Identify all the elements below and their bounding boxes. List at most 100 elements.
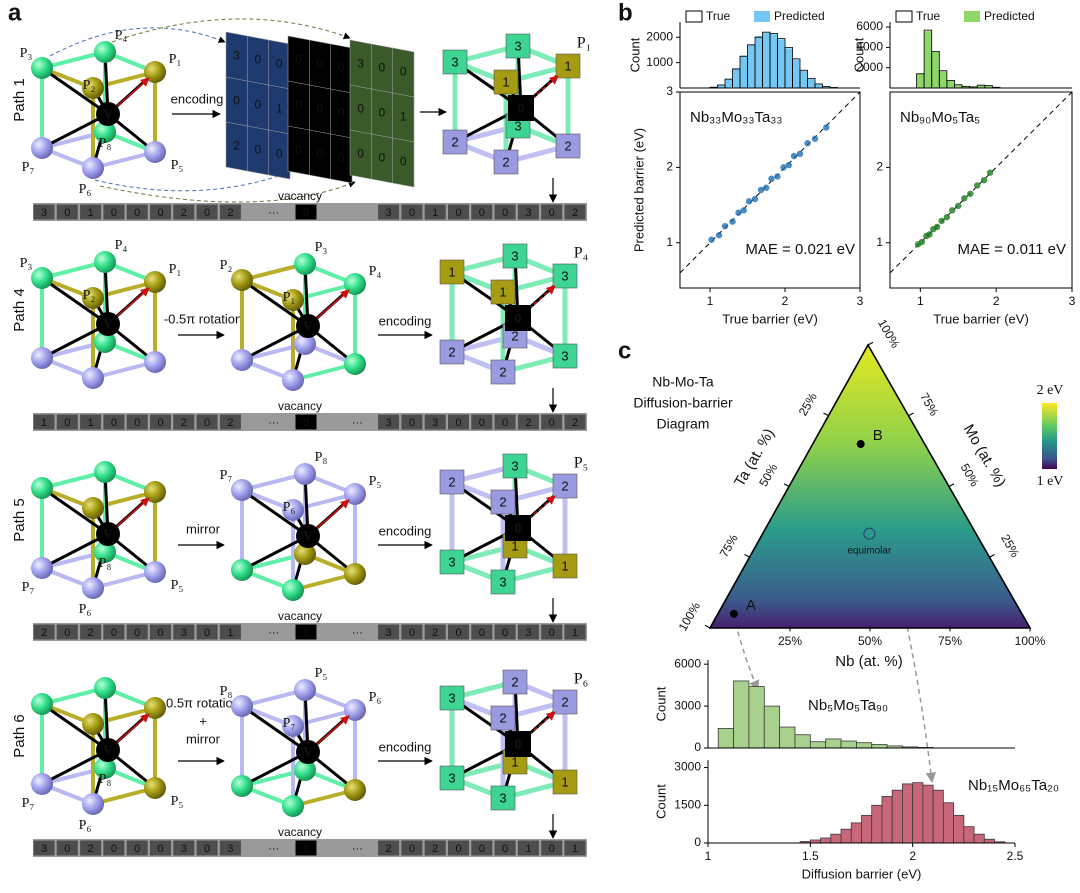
encoded-digit: 3 bbox=[514, 38, 521, 53]
scatter-point bbox=[981, 177, 987, 183]
atom bbox=[94, 677, 116, 699]
colorbar-label: 1 eV bbox=[1037, 474, 1064, 489]
atom bbox=[31, 57, 53, 79]
encoded-digit: 3 bbox=[561, 268, 568, 283]
strip-digit: 0 bbox=[409, 417, 415, 429]
strip-digit: 0 bbox=[409, 627, 415, 639]
strip-digit: 3 bbox=[41, 207, 47, 219]
atom bbox=[231, 349, 253, 371]
ternary-tick bbox=[868, 342, 873, 345]
layer-digit: 0 bbox=[400, 65, 407, 79]
atom-label: P₄ bbox=[115, 238, 128, 253]
atom-label: P₅ bbox=[171, 794, 184, 809]
ternary-tick bbox=[745, 555, 750, 558]
layer-digit: 0 bbox=[338, 106, 345, 120]
histogram-bar bbox=[800, 71, 808, 88]
operation-label: encoding bbox=[379, 523, 432, 538]
histogram-bar bbox=[964, 827, 974, 843]
encoded-digit: 1 bbox=[561, 774, 568, 789]
strip-digit: 0 bbox=[502, 843, 508, 855]
atom bbox=[282, 795, 304, 817]
atom bbox=[144, 561, 166, 583]
atom bbox=[82, 793, 104, 815]
histogram-bar bbox=[882, 796, 892, 843]
ternary-tick-label: 75% bbox=[717, 532, 741, 560]
layer-digit: 0 bbox=[233, 94, 240, 108]
layer-digit: 0 bbox=[255, 53, 262, 67]
histogram-bar bbox=[793, 60, 801, 88]
y-tick-label: 0 bbox=[694, 835, 701, 849]
layer-digit: 0 bbox=[295, 53, 302, 67]
atom bbox=[31, 693, 53, 715]
layer-digit: 0 bbox=[338, 61, 345, 75]
atom bbox=[82, 577, 104, 599]
strip-digit: 1 bbox=[572, 627, 578, 639]
layer-digit: 3 bbox=[357, 57, 364, 71]
histogram-bar bbox=[821, 838, 831, 843]
vacancy-label: V bbox=[303, 529, 313, 544]
point-label: A bbox=[746, 597, 756, 614]
encoded-digit: 3 bbox=[499, 790, 506, 805]
strip-digit: 0 bbox=[303, 417, 309, 429]
scatter-point bbox=[934, 224, 940, 230]
strip-digit: 1 bbox=[432, 207, 438, 219]
y-axis-label: Count bbox=[653, 784, 668, 819]
scatter-point bbox=[823, 124, 829, 130]
legend-swatch bbox=[964, 11, 980, 22]
strip-digit: 0 bbox=[303, 207, 309, 219]
strip-digit: 1 bbox=[88, 207, 94, 219]
scatter-point bbox=[746, 198, 752, 204]
atom-label: P₈ bbox=[220, 684, 233, 699]
y-tick-label: 1500 bbox=[674, 797, 701, 811]
atom-label: P₅ bbox=[171, 578, 184, 593]
strip-digit: 3 bbox=[525, 207, 531, 219]
atom bbox=[294, 679, 316, 701]
histogram-bar bbox=[939, 71, 947, 88]
y-tick-label: 2000 bbox=[646, 29, 673, 43]
layer-digit: 2 bbox=[233, 139, 240, 153]
atom-label: P₃ bbox=[315, 240, 328, 255]
scatter-point bbox=[768, 175, 774, 181]
layer-digit: 0 bbox=[357, 102, 364, 116]
histogram-bar bbox=[851, 823, 861, 843]
histogram-bar bbox=[764, 706, 779, 748]
atom bbox=[144, 141, 166, 163]
histogram-bar bbox=[947, 81, 955, 88]
atom bbox=[31, 267, 53, 289]
strip-digit: 2 bbox=[181, 207, 187, 219]
encoded-digit: 3 bbox=[448, 554, 455, 569]
strip-digit: 0 bbox=[409, 207, 415, 219]
legend-label: True bbox=[706, 9, 731, 23]
panel-label: b bbox=[618, 0, 633, 26]
strip-digit: ··· bbox=[268, 627, 279, 639]
histogram-bar bbox=[778, 39, 786, 88]
layer-digit: 0 bbox=[317, 57, 324, 71]
atom-label: P₂ bbox=[83, 78, 96, 93]
strip-digit: 3 bbox=[386, 417, 392, 429]
legend-swatch bbox=[686, 11, 702, 22]
strip-digit: 1 bbox=[227, 627, 233, 639]
mapping-curve bbox=[95, 172, 290, 191]
histogram-bar bbox=[826, 739, 841, 748]
colorbar-label: 2 eV bbox=[1037, 383, 1064, 398]
scatter-point bbox=[987, 169, 993, 175]
operation-label: mirror bbox=[186, 731, 221, 746]
atom bbox=[31, 347, 53, 369]
histogram-bar bbox=[841, 829, 851, 843]
atom-label: P₇ bbox=[283, 716, 296, 731]
vacancy-label: V bbox=[103, 107, 113, 122]
strip-digit: 0 bbox=[157, 417, 163, 429]
histogram-bar bbox=[943, 803, 953, 843]
point-label: equimolar bbox=[847, 545, 892, 556]
strip-digit: 0 bbox=[157, 207, 163, 219]
atom-label: P₄ bbox=[369, 264, 382, 279]
strip-digit: 0 bbox=[111, 843, 117, 855]
y-axis-label: Count bbox=[627, 37, 642, 72]
encoded-digit: 2 bbox=[451, 134, 458, 149]
layer-digit: 0 bbox=[276, 57, 283, 71]
x-axis-label: True barrier (eV) bbox=[722, 311, 818, 326]
layer-digit: 0 bbox=[379, 61, 386, 75]
layer-digit: 0 bbox=[357, 147, 364, 161]
histogram-bar bbox=[748, 44, 756, 88]
histogram-bar bbox=[924, 31, 932, 88]
